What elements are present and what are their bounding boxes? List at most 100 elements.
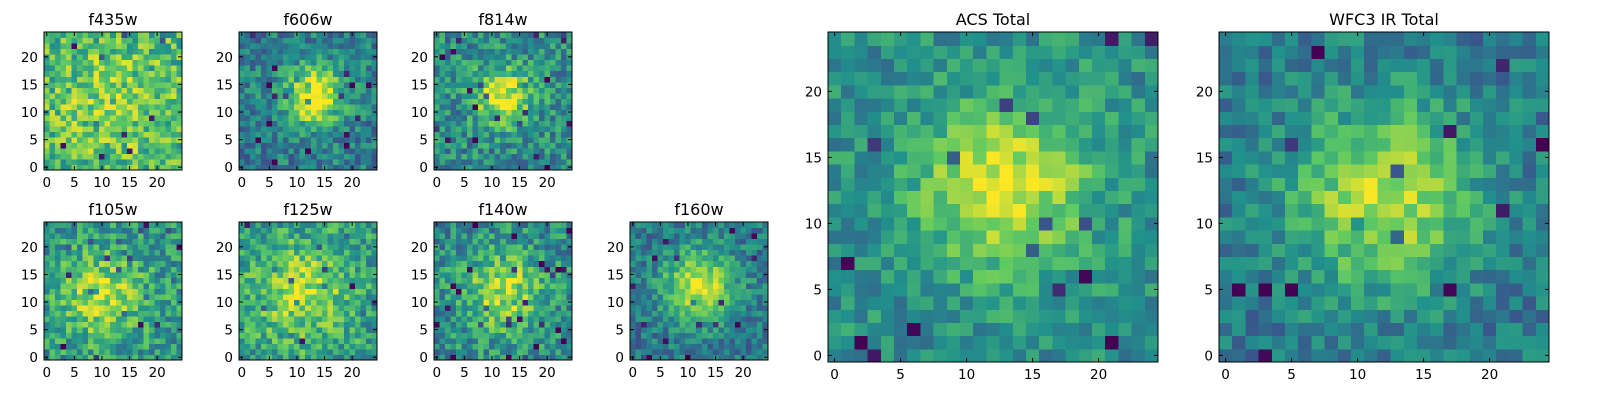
heatmap-cell: [560, 244, 568, 251]
heatmap-cell: [261, 43, 268, 50]
heatmap-cell: [170, 282, 178, 289]
heatmap-cell: [244, 249, 251, 256]
heatmap-cell: [99, 227, 106, 234]
heatmap-cell: [343, 103, 350, 110]
heatmap-cell: [516, 315, 523, 322]
heatmap-cell: [679, 238, 686, 245]
heatmap-cell: [115, 136, 122, 143]
heatmap-cell: [44, 255, 51, 262]
heatmap-cell: [960, 164, 974, 178]
heatmap-cell: [321, 348, 328, 356]
heatmap-cell: [494, 114, 501, 121]
axes-frame: [433, 31, 573, 171]
heatmap-cell: [99, 271, 106, 278]
heatmap-cell: [288, 142, 295, 149]
heatmap-cell: [472, 87, 479, 94]
heatmap-cell: [445, 337, 452, 345]
heatmap-cell: [349, 153, 356, 160]
heatmap-cell: [165, 70, 172, 77]
heatmap-cell: [261, 142, 268, 149]
heatmap-cell: [176, 87, 183, 94]
heatmap-cell: [439, 282, 446, 289]
heatmap-cell: [478, 293, 485, 300]
heatmap-cell: [365, 266, 373, 273]
heatmap-cell: [283, 136, 290, 143]
heatmap-cell: [239, 293, 246, 300]
heatmap-cell: [439, 227, 446, 234]
heatmap-cell: [115, 37, 122, 44]
heatmap-cell: [544, 48, 551, 55]
heatmap-cell: [740, 238, 747, 245]
heatmap-cell: [110, 142, 117, 149]
heatmap-cell: [88, 109, 95, 116]
heatmap-cell: [751, 271, 758, 278]
heatmap-cell: [126, 299, 133, 306]
heatmap-cell: [154, 337, 161, 345]
heatmap-cell: [718, 326, 725, 333]
heatmap-cell: [371, 282, 378, 289]
heatmap-cell: [1078, 348, 1093, 363]
heatmap-cell: [478, 70, 485, 77]
heatmap-cell: [354, 271, 362, 278]
heatmap-cell: [343, 87, 350, 94]
heatmap-cell: [299, 260, 306, 267]
heatmap-cell: [88, 255, 95, 262]
heatmap-cell: [349, 337, 356, 345]
heatmap-cell: [338, 282, 345, 289]
heatmap-cell: [165, 332, 172, 339]
heatmap-cell: [538, 310, 545, 317]
heatmap-cell: [110, 348, 117, 356]
heatmap-cell: [544, 136, 551, 143]
heatmap-cell: [115, 337, 122, 345]
heatmap-cell: [132, 321, 139, 328]
heatmap-cell: [44, 227, 51, 234]
heatmap-cell: [472, 43, 479, 50]
heatmap-cell: [635, 288, 642, 295]
heatmap-cell: [679, 337, 686, 345]
heatmap-cell: [176, 266, 183, 273]
heatmap-cell: [266, 244, 273, 251]
heatmap-cell: [439, 37, 446, 44]
heatmap-cell: [549, 103, 557, 110]
heatmap-cell: [696, 255, 703, 262]
heatmap-cell: [244, 32, 251, 39]
heatmap-cell: [283, 109, 290, 116]
heatmap-cell: [461, 348, 468, 356]
heatmap-cell: [272, 81, 279, 88]
heatmap-cell: [354, 293, 362, 300]
heatmap-cell: [1065, 164, 1080, 178]
heatmap-cell: [277, 337, 284, 345]
heatmap-cell: [132, 255, 139, 262]
heatmap-cell: [456, 354, 463, 361]
heatmap-cell: [321, 120, 328, 127]
heatmap-cell: [88, 238, 95, 245]
heatmap-cell: [657, 238, 664, 245]
heatmap-cell: [255, 59, 262, 66]
heatmap-cell: [121, 37, 128, 44]
heatmap-cell: [354, 120, 362, 127]
heatmap-cell: [630, 249, 637, 256]
heatmap-cell: [165, 153, 172, 160]
heatmap-cell: [132, 142, 139, 149]
heatmap-cell: [439, 293, 446, 300]
heatmap-cell: [505, 120, 512, 127]
heatmap-cell: [472, 244, 479, 251]
heatmap-cell: [712, 244, 719, 251]
heatmap-cell: [707, 271, 714, 278]
heatmap-cell: [343, 76, 350, 83]
heatmap-cell: [467, 255, 474, 262]
y-tick-label: 5: [224, 133, 233, 149]
heatmap-cell: [49, 131, 56, 138]
heatmap-cell: [555, 260, 562, 267]
heatmap-cell: [516, 76, 523, 83]
heatmap-cell: [170, 70, 178, 77]
heatmap-cell: [718, 222, 725, 229]
heatmap-cell: [137, 304, 144, 311]
heatmap-cell: [544, 142, 551, 149]
heatmap-cell: [701, 238, 708, 245]
y-tick-label: 20: [216, 240, 233, 256]
heatmap-cell: [461, 249, 468, 256]
heatmap-cell: [305, 288, 312, 295]
heatmap-cell: [299, 65, 306, 72]
heatmap-cell: [986, 164, 1001, 178]
